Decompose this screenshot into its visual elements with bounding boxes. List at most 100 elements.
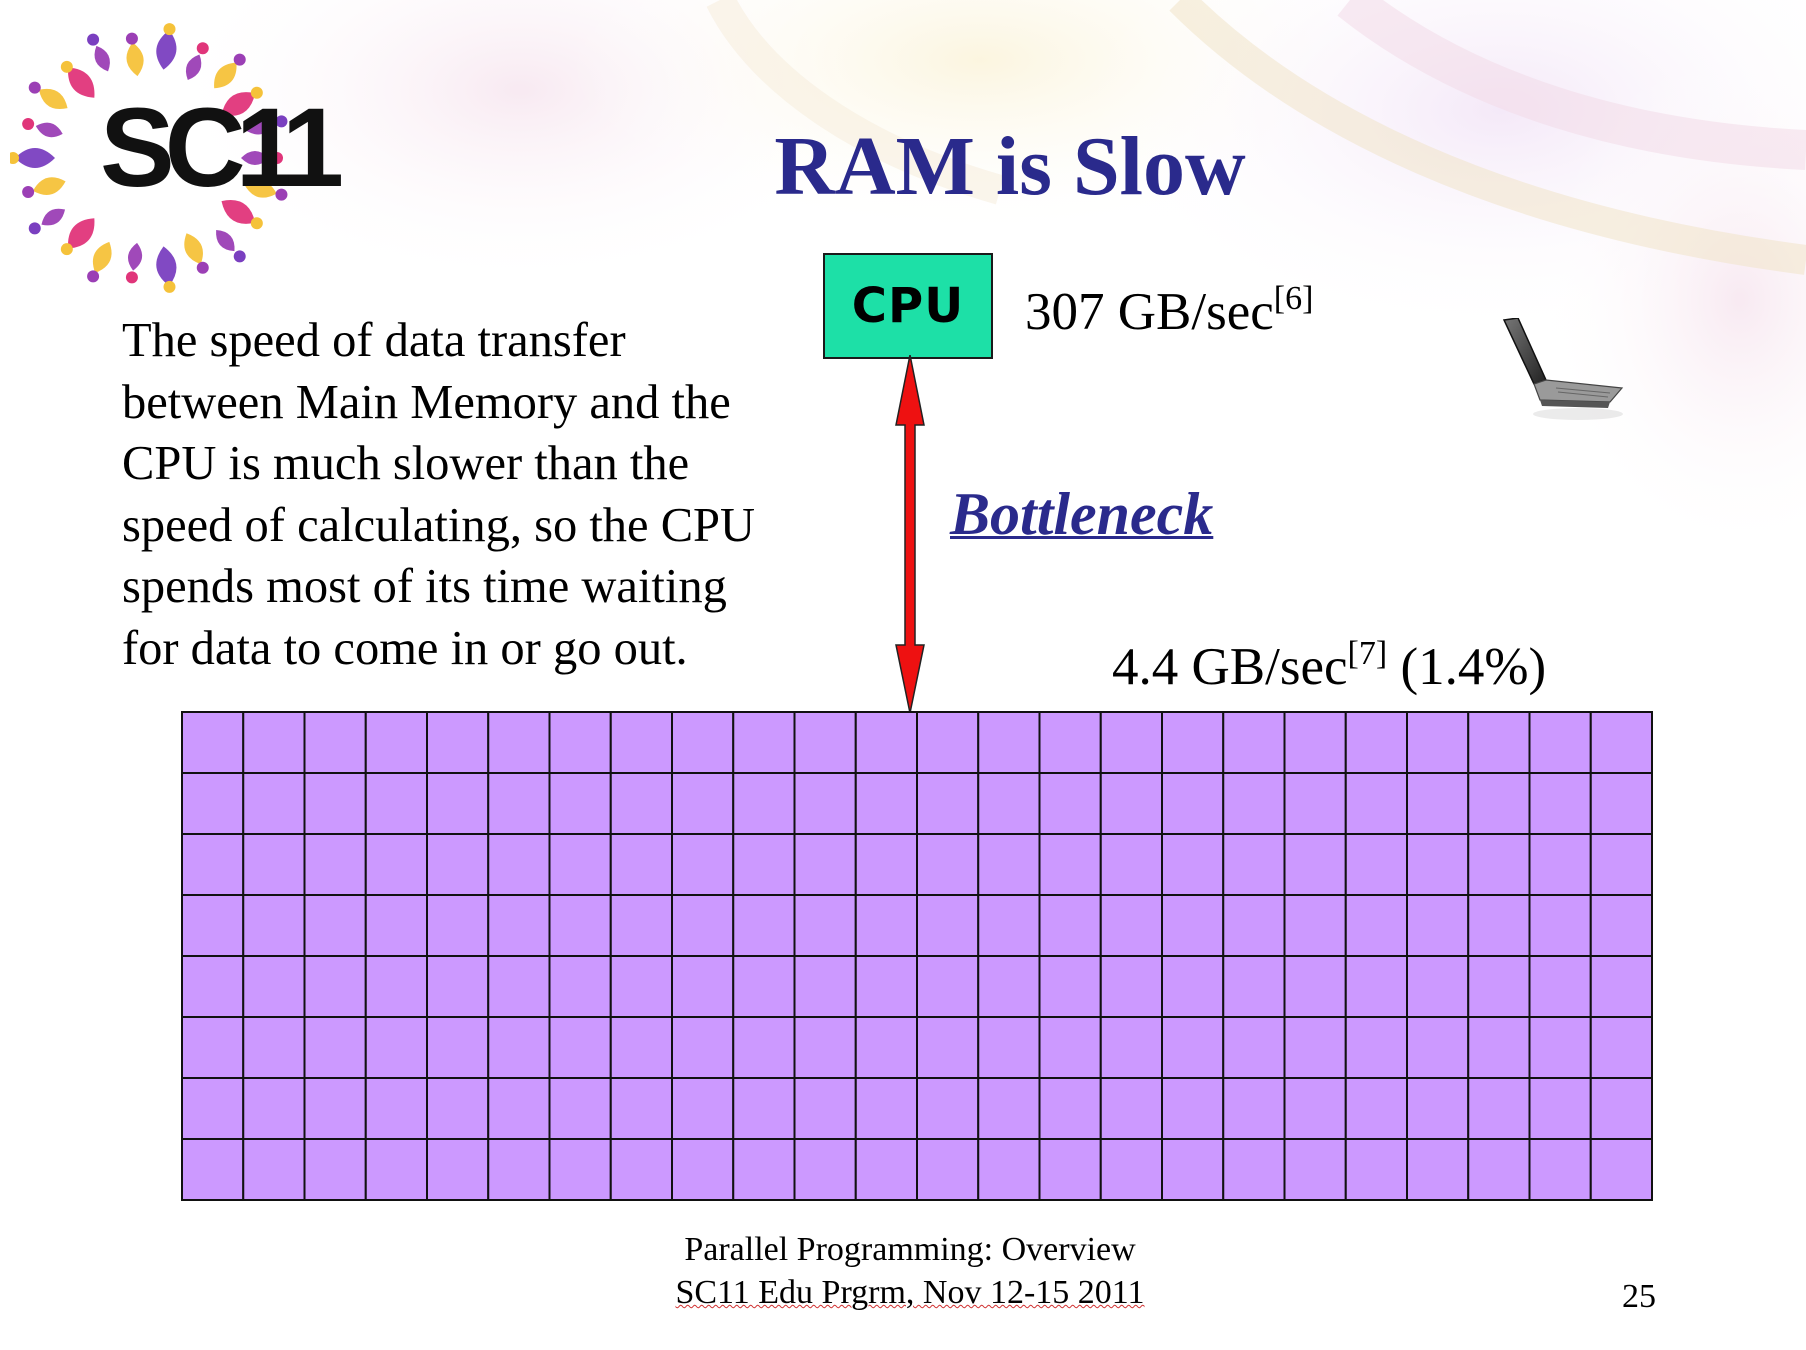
ram-cell [793, 772, 857, 835]
cpu-speed-ref[interactable]: [6] [1273, 280, 1314, 317]
ram-cell [977, 894, 1041, 957]
ram-cell [548, 772, 612, 835]
ram-cell [671, 1077, 735, 1140]
ram-cell [1038, 772, 1102, 835]
ram-cell [548, 711, 612, 774]
ram-cell [1222, 1077, 1286, 1140]
ram-speed: 4.4 GB/sec[7] (1.4%) [1112, 635, 1547, 697]
ram-cell [1589, 1077, 1653, 1140]
ram-cell [364, 772, 428, 835]
ram-cell [1161, 894, 1225, 957]
ram-cell [793, 955, 857, 1018]
ram-cell [1344, 955, 1408, 1018]
ram-cell [242, 772, 306, 835]
ram-cell [426, 1016, 490, 1079]
ram-cell [1406, 711, 1470, 774]
ram-cell [916, 1077, 980, 1140]
ram-cell [732, 894, 796, 957]
ram-cell [1344, 1077, 1408, 1140]
ram-cell [548, 894, 612, 957]
ram-speed-ref[interactable]: [7] [1347, 635, 1388, 672]
ram-cell [854, 1016, 918, 1079]
ram-cell [487, 1016, 551, 1079]
ram-cell [242, 894, 306, 957]
ram-cell [426, 1077, 490, 1140]
ram-cell [303, 955, 367, 1018]
logo-text: SC11 [100, 85, 344, 210]
ram-speed-percent: (1.4%) [1387, 638, 1547, 696]
ram-cell [426, 772, 490, 835]
ram-speed-value: 4.4 GB/sec [1112, 638, 1348, 696]
ram-cell [426, 894, 490, 957]
ram-cell [548, 1077, 612, 1140]
ram-cell [303, 894, 367, 957]
ram-cell [854, 772, 918, 835]
ram-cell [487, 833, 551, 896]
ram-cell [1344, 1138, 1408, 1201]
ram-cell [1161, 1016, 1225, 1079]
ram-cell [977, 833, 1041, 896]
ram-cell [1038, 833, 1102, 896]
ram-cell [732, 1077, 796, 1140]
ram-cell [1099, 1077, 1163, 1140]
ram-cell [487, 955, 551, 1018]
ram-cell [916, 894, 980, 957]
ram-cell [1344, 833, 1408, 896]
footer-line-1: Parallel Programming: Overview [684, 1231, 1136, 1268]
ram-cell [977, 772, 1041, 835]
ram-cell [1161, 711, 1225, 774]
body-text: The speed of data transfer between Main … [122, 314, 756, 675]
ram-cell [548, 955, 612, 1018]
ram-cell [1406, 1138, 1470, 1201]
ram-cell [303, 711, 367, 774]
ram-cell [1099, 894, 1163, 957]
ram-cell [977, 1016, 1041, 1079]
ram-cell [426, 1138, 490, 1201]
ram-cell [1589, 955, 1653, 1018]
ram-cell [854, 1077, 918, 1140]
ram-cell [181, 1138, 245, 1201]
ram-cell [793, 1138, 857, 1201]
ram-cell [854, 833, 918, 896]
ram-cell [671, 1138, 735, 1201]
sc11-logo-icon [10, 23, 288, 293]
ram-cell [732, 772, 796, 835]
ram-cell [1528, 772, 1592, 835]
ram-cell [977, 1138, 1041, 1201]
ram-cell [1161, 955, 1225, 1018]
footer-line-2: SC11 Edu Prgrm, Nov 12-15 2011 [675, 1274, 1145, 1311]
ram-cell [732, 1016, 796, 1079]
ram-cell [1406, 772, 1470, 835]
ram-cell [1467, 1138, 1531, 1201]
ram-cell [426, 711, 490, 774]
ram-cell [1589, 772, 1653, 835]
ram-cell [609, 711, 673, 774]
laptop-icon [1502, 318, 1624, 420]
ram-cell [548, 1138, 612, 1201]
page-number: 25 [1622, 1278, 1656, 1315]
ram-cell [916, 711, 980, 774]
ram-cell [1222, 833, 1286, 896]
ram-grid [181, 711, 1653, 1201]
ram-cell [181, 894, 245, 957]
ram-cell [1099, 833, 1163, 896]
ram-cell [1589, 1016, 1653, 1079]
ram-cell [1222, 772, 1286, 835]
ram-cell [977, 711, 1041, 774]
ram-cell [303, 1016, 367, 1079]
ram-cell [732, 1138, 796, 1201]
ram-cell [793, 833, 857, 896]
ram-cell [181, 711, 245, 774]
ram-cell [1038, 894, 1102, 957]
ram-cell [364, 833, 428, 896]
bottleneck-arrow [895, 355, 925, 714]
page-title: RAM is Slow [774, 120, 1246, 213]
bottleneck-link[interactable]: Bottleneck [950, 481, 1214, 547]
ram-cell [793, 1016, 857, 1079]
ram-cell [854, 955, 918, 1018]
ram-cell [609, 955, 673, 1018]
ram-cell [1283, 711, 1347, 774]
ram-cell [242, 711, 306, 774]
ram-cell [1589, 711, 1653, 774]
ram-cell [487, 1138, 551, 1201]
